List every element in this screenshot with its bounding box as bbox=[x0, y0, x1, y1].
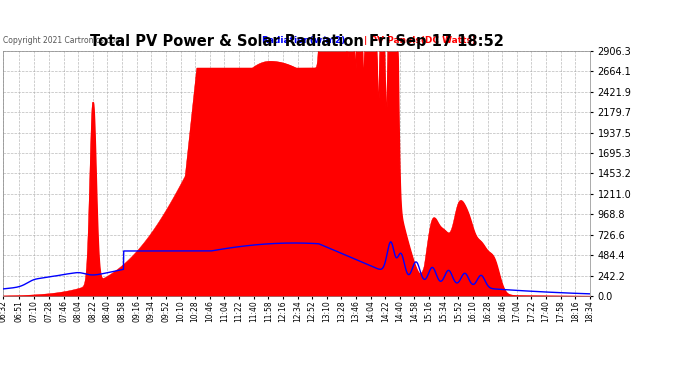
Text: Copyright 2021 Cartronics.com: Copyright 2021 Cartronics.com bbox=[3, 36, 123, 45]
Text: | PV Panels(DC Watts): | PV Panels(DC Watts) bbox=[364, 36, 476, 45]
Text: Radiation(w/m2): Radiation(w/m2) bbox=[262, 36, 346, 45]
Title: Total PV Power & Solar Radiation Fri Sep 17 18:52: Total PV Power & Solar Radiation Fri Sep… bbox=[90, 34, 504, 50]
